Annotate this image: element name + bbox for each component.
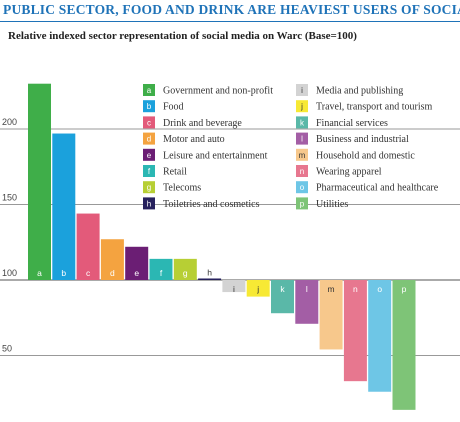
bar-label-d: d (110, 268, 115, 278)
bar-l (295, 280, 319, 324)
bar-n (343, 280, 367, 382)
legend-label-a: Government and non-profit (163, 86, 273, 97)
legend-swatch-l (296, 132, 308, 145)
legend-swatch-m (296, 148, 308, 161)
bar-label-o: o (377, 284, 382, 294)
legend-letter-p: p (300, 199, 305, 208)
bar-label-k: k (280, 284, 285, 294)
bar-e (125, 246, 149, 280)
legend-letter-g: g (147, 183, 151, 192)
legend-label-e: Leisure and entertainment (163, 150, 268, 161)
legend-letter-o: o (300, 183, 305, 192)
bar-f (149, 258, 173, 280)
legend-label-c: Drink and beverage (163, 118, 242, 129)
legend-swatch-k (296, 116, 308, 129)
bar-m (319, 280, 343, 350)
bar-label-i: i (233, 284, 235, 294)
bar-label-n: n (353, 284, 358, 294)
bars: a b c d e f g hi j k l m n o p (28, 83, 416, 410)
legend-swatch-d (143, 132, 155, 145)
bar-label-c: c (86, 268, 91, 278)
bar-g (173, 258, 197, 280)
bar-p (392, 280, 416, 410)
legend-letter-e: e (147, 151, 152, 160)
y-tick-label-100: 100 (2, 268, 17, 278)
legend-swatch-f (143, 165, 155, 177)
legend-label-i: Media and publishing (316, 86, 403, 97)
legend-label-j: Travel, transport and tourism (316, 102, 433, 113)
bar-a (28, 83, 51, 280)
legend-label-l: Business and industrial (316, 134, 409, 145)
legend-label-d: Motor and auto (163, 134, 225, 145)
legend-letter-k: k (300, 118, 305, 127)
legend-swatch-b (143, 100, 155, 113)
legend-label-h: Toiletries and cosmetics (163, 199, 260, 210)
bar-h (198, 278, 222, 280)
y-tick-label-200: 200 (2, 117, 17, 127)
legend-swatch-n (296, 165, 308, 177)
legend-label-n: Wearing apparel (316, 167, 382, 178)
legend-swatch-p (296, 197, 308, 210)
legend-label-f: Retail (163, 167, 187, 178)
legend-swatch-c (143, 116, 155, 129)
legend-swatch-j (296, 100, 308, 113)
bar-label-f: f (160, 268, 163, 278)
legend-swatch-i (296, 84, 308, 96)
legend-letter-l: l (301, 135, 303, 144)
legend-letter-b: b (147, 102, 152, 111)
legend-letter-d: d (147, 135, 151, 144)
bar-i (222, 280, 246, 293)
bar-b (52, 133, 76, 280)
bar-k (271, 280, 294, 314)
legend-letter-f: f (148, 167, 151, 176)
legend-letter-m: m (299, 151, 306, 160)
chart-title: PUBLIC SECTOR, FOOD AND DRINK ARE HEAVIE… (3, 2, 460, 17)
bar-d (100, 239, 124, 280)
bar-j (246, 280, 270, 297)
legend-swatch-e (143, 148, 155, 161)
legend-label-p: Utilities (316, 199, 348, 210)
bar-label-b: b (61, 268, 66, 278)
bar-label-m: m (328, 284, 335, 294)
bar-label-g: g (183, 268, 188, 278)
bar-o (368, 280, 392, 392)
legend-swatch-h (143, 197, 155, 210)
bar-label-l: l (306, 284, 308, 294)
legend-swatch-g (143, 181, 155, 194)
bar-label-p: p (402, 284, 407, 294)
legend-letter-n: n (300, 167, 304, 176)
legend-letter-i: i (301, 86, 303, 95)
bar-label-e: e (134, 268, 139, 278)
y-tick-label-150: 150 (2, 193, 17, 203)
legend-label-m: Household and domestic (316, 150, 415, 161)
legend-label-g: Telecoms (163, 183, 201, 194)
legend-letter-a: a (147, 86, 152, 95)
bar-label-j: j (256, 284, 259, 294)
legend-label-o: Pharmaceutical and healthcare (316, 183, 439, 194)
legend-swatch-a (143, 84, 155, 96)
legend: a Government and non-profit b Food c Drink an… (143, 84, 439, 210)
bar-label-h: h (207, 267, 212, 277)
legend-letter-j: j (300, 102, 303, 111)
title-rule (0, 21, 460, 22)
chart-subtitle: Relative indexed sector representation o… (8, 30, 357, 42)
bar-c (76, 213, 100, 280)
legend-label-b: Food (163, 102, 184, 113)
bar-label-a: a (37, 268, 42, 278)
y-tick-label-50: 50 (2, 344, 12, 354)
legend-label-k: Financial services (316, 118, 388, 129)
legend-letter-h: h (147, 199, 151, 208)
legend-swatch-o (296, 181, 308, 194)
legend-letter-c: c (147, 118, 151, 127)
